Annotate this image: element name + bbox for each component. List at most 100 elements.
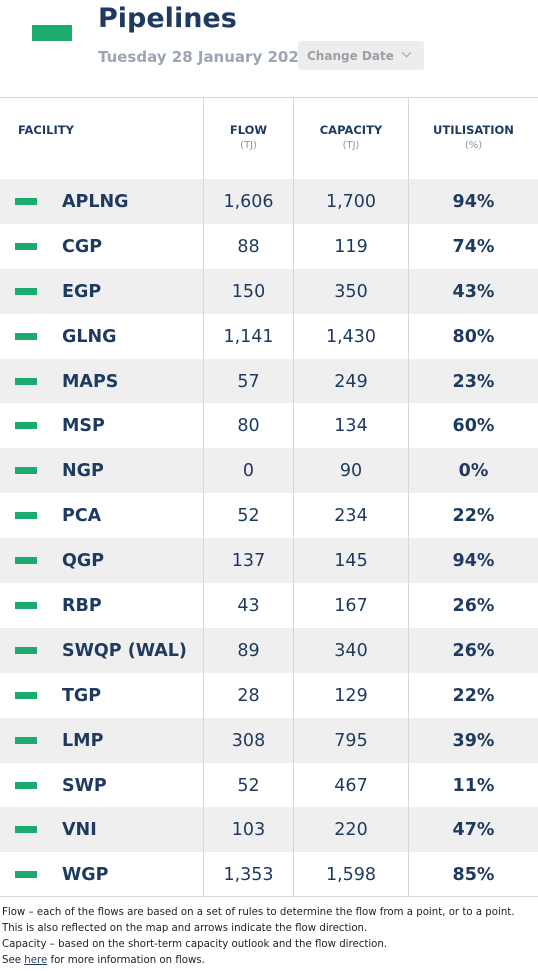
change-date-label: Change Date [307, 48, 394, 63]
current-date: Tuesday 28 January 2025 [98, 48, 310, 66]
capacity-value: 220 [334, 820, 368, 841]
flow-value: 89 [237, 640, 260, 661]
table-row[interactable]: RBP 43 167 26% [0, 583, 538, 628]
flow-note: Flow – each of the flows are based on a … [2, 907, 515, 934]
page-header: Pipelines Tuesday 28 January 2025 Change… [0, 0, 538, 97]
capacity-value: 340 [334, 640, 368, 661]
pipeline-color-icon [15, 377, 37, 385]
flow-value: 1,141 [223, 326, 274, 347]
table-row[interactable]: TGP 28 129 22% [0, 673, 538, 718]
footnotes: Flow – each of the flows are based on a … [2, 905, 536, 969]
flow-value: 0 [242, 461, 255, 482]
capacity-value: 1,430 [325, 326, 377, 347]
facility-name: VNI [62, 820, 97, 841]
column-divider [293, 97, 294, 897]
flow-value: 1,353 [223, 865, 274, 886]
capacity-value: 249 [334, 371, 368, 392]
utilisation-value: 74% [452, 236, 495, 257]
facility-name: LMP [62, 730, 104, 751]
column-label: UTILISATION [433, 123, 514, 137]
capacity-value: 467 [334, 775, 368, 796]
facility-name: CGP [62, 236, 103, 257]
capacity-value: 234 [334, 506, 368, 527]
table-row[interactable]: CGP 88 119 74% [0, 224, 538, 269]
flow-value: 137 [231, 551, 266, 572]
utilisation-value: 26% [452, 596, 495, 617]
table-bottom-divider [0, 896, 538, 897]
pipeline-color-icon [15, 512, 37, 520]
capacity-value: 129 [334, 685, 368, 706]
utilisation-value: 85% [452, 865, 495, 886]
table-row[interactable]: SWP 52 467 11% [0, 763, 538, 808]
pipelines-table: FACILITY FLOW (TJ) CAPACITY (TJ) UTILISA… [0, 97, 538, 897]
column-header-capacity: CAPACITY (TJ) [294, 122, 408, 154]
flow-value: 80 [237, 416, 260, 437]
pipeline-color-icon [15, 781, 37, 789]
capacity-value: 119 [334, 236, 368, 257]
facility-name: WGP [62, 865, 109, 886]
table-row[interactable]: VNI 103 220 47% [0, 807, 538, 853]
pipeline-color-icon [15, 557, 37, 565]
flow-value: 57 [237, 371, 260, 392]
flow-value: 43 [237, 596, 260, 617]
capacity-value: 1,700 [325, 192, 377, 212]
table-row[interactable]: MAPS 57 249 23% [0, 358, 538, 404]
utilisation-value: 43% [452, 281, 495, 302]
utilisation-value: 26% [452, 640, 495, 661]
column-unit: (%) [464, 140, 483, 151]
table-header: FACILITY FLOW (TJ) CAPACITY (TJ) UTILISA… [0, 98, 538, 179]
capacity-value: 167 [334, 596, 368, 617]
pipeline-color-icon [15, 602, 37, 610]
table-row[interactable]: LMP 308 795 39% [0, 717, 538, 763]
facility-name: QGP [62, 551, 105, 572]
column-header-facility: FACILITY [18, 122, 74, 138]
column-header-flow: FLOW (TJ) [204, 122, 293, 154]
utilisation-value: 0% [458, 461, 489, 482]
chevron-down-icon [401, 47, 412, 58]
pipeline-color-icon [15, 691, 37, 699]
table-row[interactable]: PCA 52 234 22% [0, 493, 538, 538]
table-row[interactable]: APLNG 1,606 1,700 94% [0, 179, 538, 224]
table-row[interactable]: QGP 137 145 94% [0, 538, 538, 584]
column-label: FLOW [229, 123, 268, 137]
capacity-value: 350 [334, 281, 368, 302]
facility-name: RBP [62, 596, 102, 617]
utilisation-value: 39% [452, 730, 495, 751]
facility-name: PCA [62, 506, 102, 527]
change-date-button[interactable]: Change Date [298, 41, 424, 70]
see-suffix: for more information on flows. [50, 955, 205, 966]
table-body: APLNG 1,606 1,700 94% CGP 88 119 74% EGP 150 350… [0, 179, 538, 897]
see-prefix: See [2, 955, 22, 966]
capacity-value: 795 [334, 730, 368, 751]
flow-value: 103 [231, 820, 266, 841]
column-unit: (TJ) [240, 140, 257, 151]
utilisation-value: 22% [452, 685, 495, 706]
here-link[interactable]: here [24, 955, 48, 966]
column-divider [408, 97, 409, 897]
table-row[interactable]: SWQP (WAL) 89 340 26% [0, 627, 538, 673]
pipeline-color-icon [15, 287, 37, 295]
utilisation-value: 23% [452, 371, 495, 392]
utilisation-value: 47% [452, 820, 495, 841]
utilisation-value: 80% [452, 326, 495, 347]
capacity-value: 1,598 [325, 865, 377, 886]
pipeline-color-icon [15, 198, 37, 205]
table-row[interactable]: EGP 150 350 43% [0, 268, 538, 314]
facility-name: APLNG [62, 192, 129, 212]
column-unit: (TJ) [342, 140, 360, 151]
capacity-value: 90 [339, 461, 363, 482]
table-row[interactable]: WGP 1,353 1,598 85% [0, 852, 538, 897]
flow-value: 28 [237, 685, 260, 706]
table-row[interactable]: MSP 80 134 60% [0, 403, 538, 448]
table-row[interactable]: NGP 0 90 0% [0, 448, 538, 494]
pipeline-color-icon [15, 242, 37, 250]
table-row[interactable]: GLNG 1,141 1,430 80% [0, 314, 538, 359]
capacity-note: Capacity – based on the short-term capac… [2, 939, 388, 950]
facility-name: EGP [62, 281, 102, 302]
page-title: Pipelines [98, 3, 237, 34]
facility-name: SWQP (WAL) [62, 640, 187, 661]
pipeline-color-icon [15, 332, 37, 340]
column-label: CAPACITY [319, 123, 383, 137]
flow-value: 52 [237, 506, 260, 527]
facility-name: MAPS [62, 371, 119, 392]
